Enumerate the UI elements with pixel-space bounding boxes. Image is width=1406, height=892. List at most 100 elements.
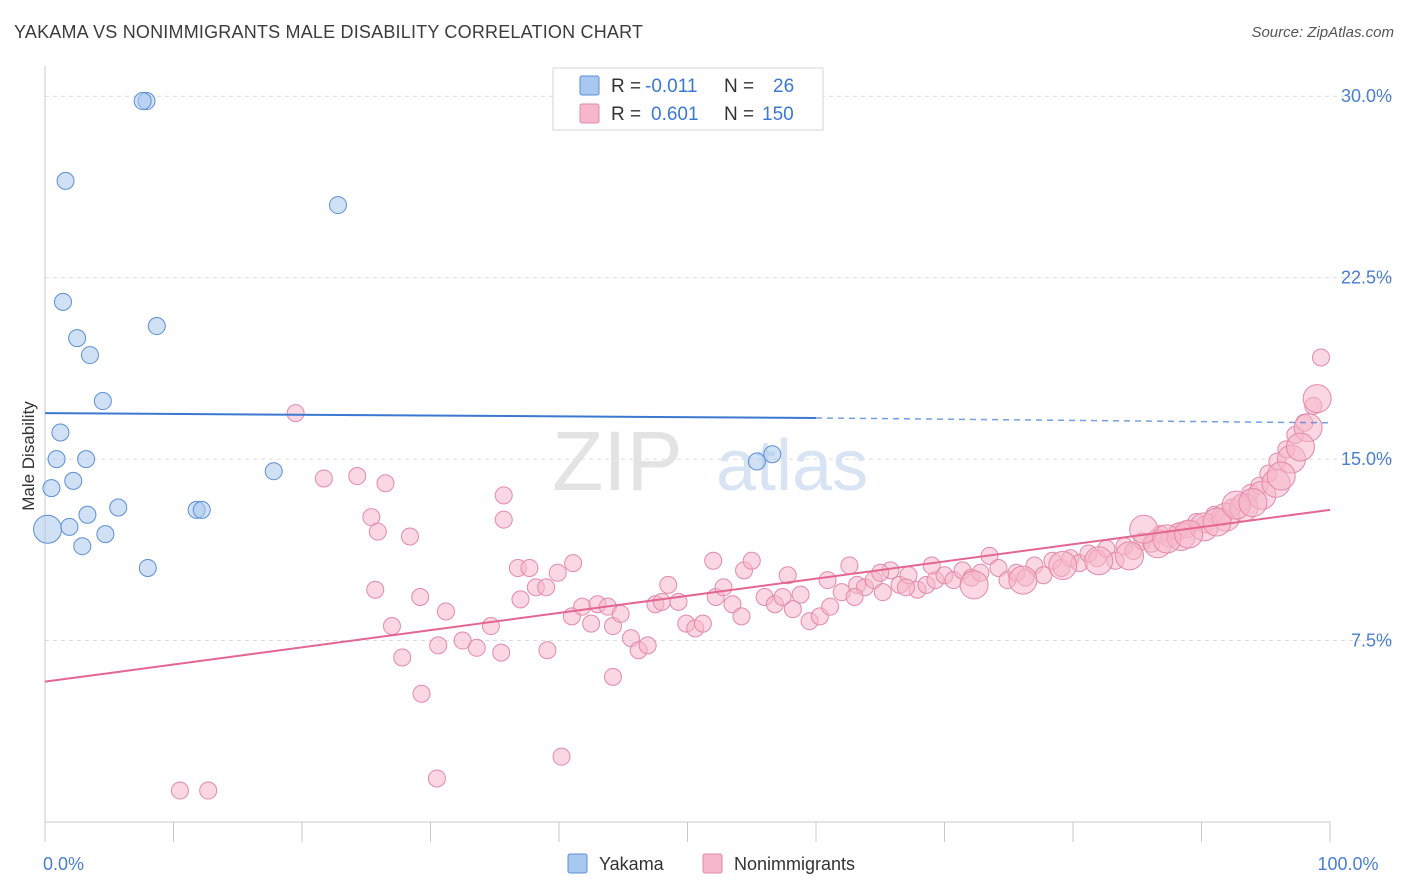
legend-r-label-2: R = bbox=[611, 104, 641, 125]
nonimmigrants-point bbox=[552, 747, 571, 766]
nonimmigrants-point bbox=[1008, 565, 1038, 595]
yakama-point bbox=[192, 500, 211, 519]
x-tick-label: 0.0% bbox=[43, 854, 84, 874]
nonimmigrants-point bbox=[818, 571, 837, 590]
nonimmigrants-point bbox=[989, 558, 1008, 577]
nonimmigrants-point bbox=[564, 554, 583, 573]
points-layer bbox=[33, 92, 1332, 800]
nonimmigrants-point bbox=[467, 638, 486, 657]
nonimmigrants-point bbox=[778, 566, 797, 585]
nonimmigrants-point bbox=[871, 563, 890, 582]
y-tick-label: 15.0% bbox=[1341, 449, 1392, 469]
axes-layer bbox=[44, 66, 1331, 842]
nonimmigrants-point bbox=[492, 643, 511, 662]
nonimmigrants-point bbox=[376, 474, 395, 493]
nonimmigrants-point bbox=[959, 570, 989, 600]
nonimmigrants-point bbox=[1202, 507, 1232, 537]
yakama-point bbox=[51, 423, 70, 442]
yakama-point bbox=[47, 450, 66, 469]
y-tick-label: 30.0% bbox=[1341, 86, 1392, 106]
yakama-point bbox=[96, 525, 115, 544]
yakama-point bbox=[138, 558, 157, 577]
legend-r-value-1: -0.011 bbox=[645, 76, 697, 97]
nonimmigrants-point bbox=[1174, 519, 1204, 549]
yakama-point bbox=[109, 498, 128, 517]
nonimmigrants-point bbox=[537, 578, 556, 597]
nonimmigrants-point bbox=[366, 580, 385, 599]
watermark: ZIP atlas bbox=[552, 414, 868, 508]
nonimmigrants-point bbox=[453, 631, 472, 650]
legend-n-value-2: 150 bbox=[762, 104, 794, 125]
nonimmigrants-point bbox=[652, 592, 671, 611]
yakama-point bbox=[133, 92, 152, 111]
nonimmigrants-point bbox=[611, 604, 630, 623]
y-tick-label: 7.5% bbox=[1351, 631, 1392, 651]
nonimmigrants-point bbox=[520, 558, 539, 577]
nonimmigrants-point bbox=[314, 469, 333, 488]
nonimmigrants-point bbox=[494, 486, 513, 505]
nonimmigrants-point bbox=[723, 595, 742, 614]
nonimmigrants-point bbox=[1084, 546, 1114, 576]
chart-title: YAKAMA VS NONIMMIGRANTS MALE DISABILITY … bbox=[14, 22, 644, 42]
yakama-point bbox=[80, 346, 99, 365]
nonimmigrants-point bbox=[348, 467, 367, 486]
yakama-point bbox=[264, 462, 283, 481]
legend-swatch-yakama bbox=[579, 75, 600, 96]
yakama-trend-extension bbox=[815, 417, 1331, 424]
yakama-trend-line bbox=[44, 412, 817, 419]
x-tick-label: 100.0% bbox=[1317, 854, 1378, 874]
yakama-point bbox=[77, 450, 96, 469]
nonimmigrants-point bbox=[742, 551, 761, 570]
yakama-point bbox=[93, 392, 112, 411]
yakama-point bbox=[78, 505, 97, 524]
yakama-point bbox=[64, 471, 83, 490]
nonimmigrants-point bbox=[1312, 348, 1331, 367]
yakama-point bbox=[763, 445, 782, 464]
watermark-zip: ZIP bbox=[552, 414, 683, 508]
nonimmigrants-point bbox=[659, 575, 678, 594]
nonimmigrants-point bbox=[573, 597, 592, 616]
nonimmigrants-point bbox=[845, 588, 864, 606]
y-axis-label: Male Disability bbox=[19, 401, 38, 511]
bottom-legend: Yakama Nonimmigrants bbox=[567, 853, 855, 874]
labels-layer: Male Disability 7.5% 15.0% 22.5% 30.0% 0.0% 1… bbox=[19, 86, 1392, 874]
yakama-point bbox=[147, 317, 166, 336]
nonimmigrants-point bbox=[1285, 432, 1315, 462]
nonimmigrants-point bbox=[427, 769, 446, 788]
nonimmigrants-point bbox=[548, 563, 567, 582]
bottom-legend-swatch-nonimmigrants bbox=[702, 853, 723, 874]
nonimmigrants-point bbox=[896, 578, 915, 597]
legend-n-value-1: 26 bbox=[773, 76, 794, 97]
yakama-point bbox=[42, 479, 61, 498]
yakama-point bbox=[53, 292, 72, 311]
bottom-legend-label-nonimmigrants: Nonimmigrants bbox=[734, 854, 855, 874]
yakama-point bbox=[747, 452, 766, 471]
nonimmigrants-point bbox=[732, 607, 751, 626]
yakama-point bbox=[73, 537, 92, 556]
nonimmigrants-point bbox=[286, 404, 305, 423]
legend-r-value-2: 0.601 bbox=[651, 104, 699, 125]
nonimmigrants-point bbox=[582, 614, 601, 633]
y-tick-label: 22.5% bbox=[1341, 268, 1392, 288]
source-label: Source: ZipAtlas.com bbox=[1251, 24, 1394, 41]
nonimmigrants-point bbox=[436, 602, 455, 621]
nonimmigrants-point bbox=[603, 667, 622, 686]
nonimmigrants-point bbox=[840, 556, 859, 575]
legend-n-label-1: N = bbox=[724, 76, 754, 97]
yakama-point bbox=[68, 329, 87, 348]
nonimmigrants-point bbox=[368, 522, 387, 541]
legend-r-label-1: R = bbox=[611, 76, 641, 97]
nonimmigrants-point bbox=[873, 583, 892, 602]
nonimmigrants-point bbox=[400, 527, 419, 546]
nonimmigrants-point bbox=[1266, 461, 1296, 491]
bottom-legend-label-yakama: Yakama bbox=[599, 854, 665, 874]
nonimmigrants-point bbox=[382, 617, 401, 636]
yakama-point bbox=[33, 514, 63, 544]
nonimmigrants-point bbox=[704, 551, 723, 570]
nonimmigrants-point bbox=[783, 600, 802, 619]
nonimmigrants-point bbox=[494, 510, 513, 529]
nonimmigrants-point bbox=[1238, 488, 1268, 518]
legend-swatch-nonimmigrants bbox=[579, 103, 600, 124]
bottom-legend-swatch-yakama bbox=[567, 853, 588, 874]
